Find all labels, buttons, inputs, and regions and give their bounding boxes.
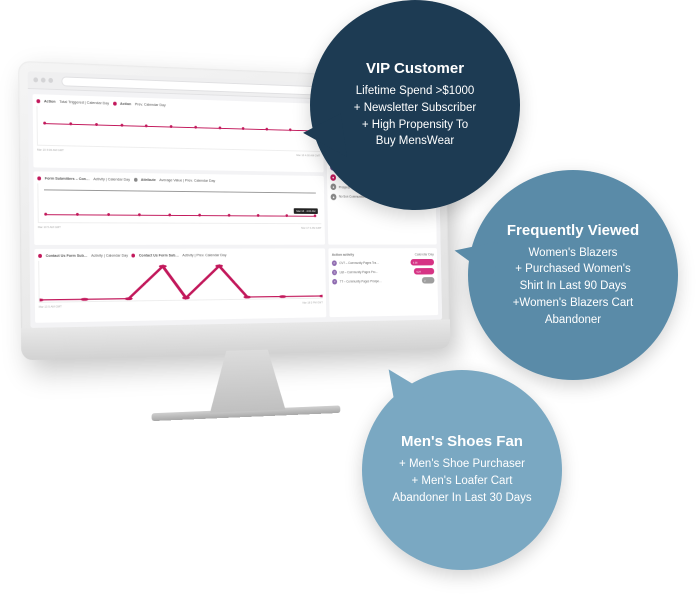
chart-tooltip: Mar 16 · 4:00 AM xyxy=(294,208,318,214)
imac-stand xyxy=(199,349,294,413)
legend-sub: Activity | Calendar Day xyxy=(91,253,128,258)
action-bar: 2 xyxy=(422,277,435,283)
action-row[interactable]: TTT – Community Pages Prospe…2 xyxy=(332,277,434,284)
chart-series-line-secondary xyxy=(44,189,315,193)
action-bar: 4.24 xyxy=(414,268,434,275)
legend-label: Action xyxy=(120,101,131,106)
legend-label: Form Submitters – Con… xyxy=(45,176,90,182)
chart-series-points xyxy=(44,122,315,132)
x-axis: Mar 10 5 AM GMT Mar 17 6 AM GMT xyxy=(38,225,322,230)
action-row[interactable]: ☰List – Community Pages Pro…4.24 xyxy=(332,268,434,275)
action-icon: ☰ xyxy=(332,269,337,275)
callout-vip-customer: VIP Customer Lifetime Spend >$1000+ News… xyxy=(310,0,520,210)
line-chart xyxy=(36,106,320,151)
chart-series-line xyxy=(39,265,322,300)
legend-label: Contact Us Form Sub… xyxy=(46,253,88,258)
panel-title: Action activity xyxy=(332,252,354,257)
legend-label: Action xyxy=(44,98,56,103)
legend-sub: Activity | Prev. Calendar Day xyxy=(182,252,226,257)
badge-icon: ● xyxy=(331,193,337,200)
action-activity-panel: Action activity Calendar Day ⟳CVT – Comm… xyxy=(328,248,438,317)
legend-dot-icon xyxy=(113,101,117,105)
action-row[interactable]: ⟳CVT – Community Pages Tra…5.38 xyxy=(332,259,434,266)
action-icon: T xyxy=(332,278,337,284)
traffic-light-icon xyxy=(33,77,38,82)
callout-title: VIP Customer xyxy=(366,60,464,77)
action-bar: 5.38 xyxy=(410,259,434,265)
axis-tick: Mar 17 6 AM GMT xyxy=(301,226,321,230)
chart-panel-form-submitters: Form Submitters – Con… Activity | Calend… xyxy=(33,171,325,245)
axis-tick: Mar 10 5 AM GMT xyxy=(38,225,61,229)
panel-legend: Contact Us Form Sub… Activity | Calendar… xyxy=(38,252,322,258)
callout-body: + Men's Shoe Purchaser+ Men's Loafer Car… xyxy=(392,456,531,506)
action-label: List – Community Pages Pro… xyxy=(339,270,411,274)
line-chart xyxy=(38,260,323,303)
callout-title: Frequently Viewed xyxy=(507,222,639,239)
chart-panel-contact-us: Contact Us Form Sub… Activity | Calendar… xyxy=(34,248,326,322)
legend-sub: Prev. Calendar Day xyxy=(135,101,166,107)
line-chart: Mar 16 · 4:00 AM xyxy=(37,183,321,223)
action-icon: ⟳ xyxy=(332,260,337,266)
legend-dot-icon xyxy=(134,177,138,181)
traffic-light-icon xyxy=(48,78,53,83)
callout-body: Women's Blazers+ Purchased Women'sShirt … xyxy=(513,245,634,328)
badge-icon: ♥ xyxy=(330,174,336,181)
action-list: ⟳CVT – Community Pages Tra…5.38 ☰List – C… xyxy=(332,259,435,285)
action-label: TT – Community Pages Prospe… xyxy=(340,279,420,283)
legend-sub: Average Value | Prev. Calendar Day xyxy=(159,177,215,183)
legend-label: Attribute xyxy=(141,177,156,182)
axis-tick: Mar 13 5 AM GMT xyxy=(39,305,62,309)
chart-svg xyxy=(39,260,323,302)
legend-sub: Activity | Calendar Day xyxy=(93,176,130,181)
legend-dot-icon xyxy=(38,253,42,257)
chart-series-points xyxy=(39,264,323,302)
callout-title: Men's Shoes Fan xyxy=(401,433,523,450)
legend-sub: Total Triggered | Calendar Day xyxy=(59,99,109,106)
badge-icon: ● xyxy=(331,184,337,191)
action-label: CVT – Community Pages Tra… xyxy=(339,260,408,264)
speech-tail-icon xyxy=(301,113,347,162)
callout-mens-shoes-fan: Men's Shoes Fan + Men's Shoe Purchaser+ … xyxy=(362,370,562,570)
chart-panel-action-triggered: Action Total Triggered | Calendar Day Ac… xyxy=(33,94,324,172)
chart-series-points xyxy=(45,213,316,218)
speech-tail-icon xyxy=(453,239,498,280)
axis-tick: Mar 18 5 PM GMT xyxy=(302,301,322,305)
panel-header: Action activity Calendar Day xyxy=(332,252,434,257)
callout-frequently-viewed: Frequently Viewed Women's Blazers+ Purch… xyxy=(468,170,678,380)
panel-tab[interactable]: Calendar Day xyxy=(415,252,434,257)
axis-tick: Mar 10 4:00 AM GMT xyxy=(37,147,64,152)
legend-dot-icon xyxy=(132,253,136,257)
callout-body: Lifetime Spend >$1000+ Newsletter Subscr… xyxy=(354,83,476,150)
legend-dot-icon xyxy=(37,176,41,180)
legend-label: Contact Us Form Sub… xyxy=(139,253,179,258)
legend-dot-icon xyxy=(36,99,40,103)
traffic-light-icon xyxy=(41,78,46,83)
